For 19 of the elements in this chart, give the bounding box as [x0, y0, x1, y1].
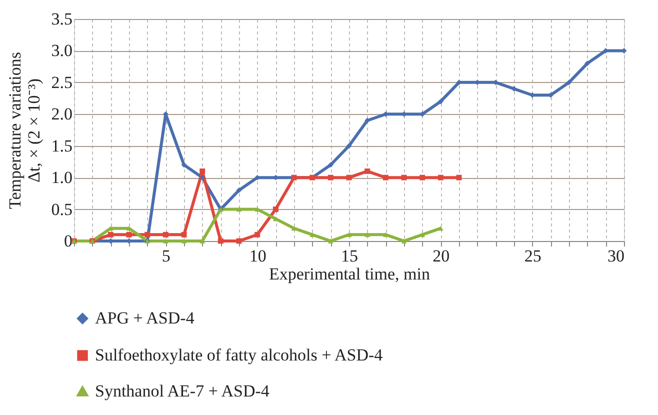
y-tick-label: 1.5	[51, 136, 72, 156]
y-tick-label: 3.0	[51, 41, 72, 60]
x-tick-label: 10	[249, 246, 266, 266]
y-tick-label: 2.0	[51, 104, 72, 124]
y-axis-title: Temperature variations Δt, × (2 × 10⁻³)	[5, 52, 44, 209]
x-tick-label: 5	[162, 246, 170, 266]
x-tick-label: 20	[432, 246, 450, 266]
y-tick-label: 0.5	[51, 200, 72, 219]
legend-label: APG + ASD-4	[95, 308, 195, 328]
x-axis-title: Experimental time, min	[269, 264, 430, 284]
y-tick-label: 1.0	[51, 168, 72, 188]
x-tick-label: 15	[341, 246, 358, 266]
y-tick-label: 3.5	[51, 10, 72, 28]
legend-label: Synthanol AE-7 + ASD-4	[95, 382, 270, 400]
y-tick-label: 0	[64, 232, 72, 250]
legend-label: Sulfoethoxylate of fatty alcohols + ASD-4	[95, 346, 384, 364]
x-tick-label: 25	[524, 246, 542, 266]
x-tick-label: 30	[608, 246, 624, 266]
y-tick-label: 2.5	[51, 72, 72, 92]
